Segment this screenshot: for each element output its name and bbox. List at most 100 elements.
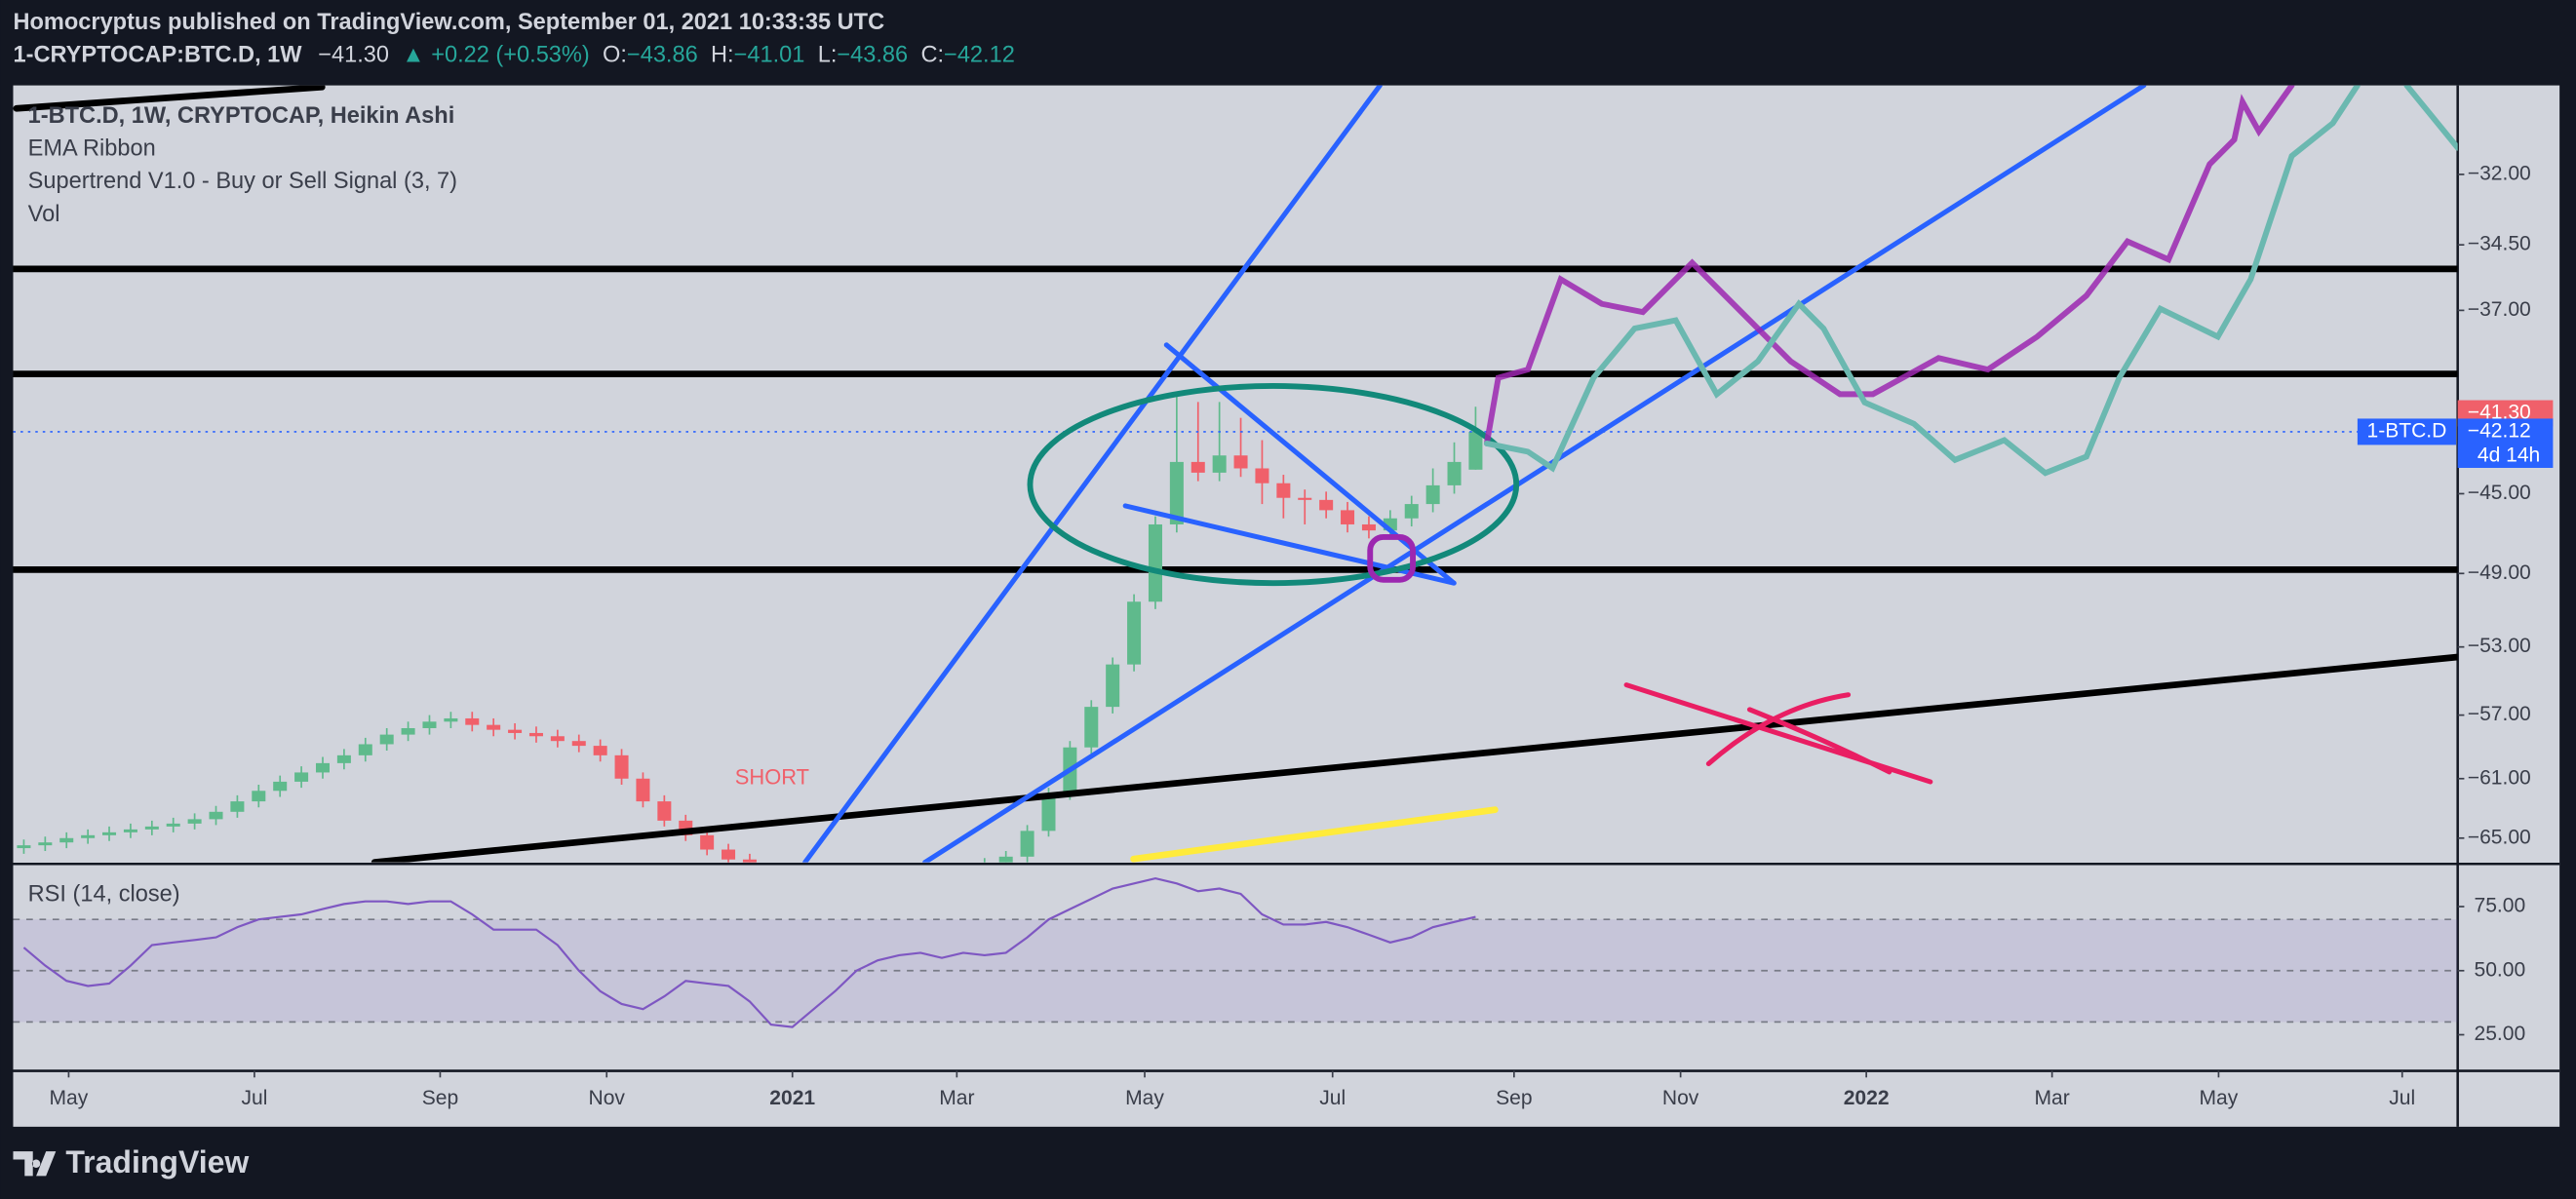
close-price-box xyxy=(2457,418,2554,468)
y-tick-label: −53.00 xyxy=(2468,635,2531,657)
candle-body xyxy=(1212,455,1227,473)
candle-body xyxy=(593,746,607,755)
candle-body xyxy=(1404,504,1419,519)
candle-body xyxy=(102,832,117,835)
candle-body xyxy=(17,845,31,849)
y-tick-label: −34.50 xyxy=(2468,233,2531,255)
y-tick-label: −37.00 xyxy=(2468,298,2531,321)
symbol-tag: 1-BTC.D xyxy=(2367,419,2447,442)
rsi-y-tick-label: 25.00 xyxy=(2475,1023,2526,1045)
candle-body xyxy=(1084,707,1099,748)
candle-body xyxy=(614,754,629,779)
candle-body xyxy=(401,727,415,735)
candle-body xyxy=(1468,431,1483,470)
candle-body xyxy=(1276,483,1291,498)
symbol-tag-box xyxy=(2357,418,2456,445)
candle-body xyxy=(1425,484,1440,505)
candle-body xyxy=(187,819,202,824)
legend-entry: Supertrend V1.0 - Buy or Sell Signal (3,… xyxy=(28,168,457,193)
candle-body xyxy=(209,811,223,820)
highlight xyxy=(1367,534,1417,583)
candle-body xyxy=(1233,455,1248,469)
candle-body xyxy=(422,721,437,728)
y-tick-label: −65.00 xyxy=(2468,826,2531,848)
candle-body xyxy=(1319,499,1334,511)
candle-body xyxy=(508,729,523,733)
publisher-line: Homocryptus published on TradingView.com… xyxy=(13,9,884,34)
candle-body xyxy=(294,772,309,782)
candle-body xyxy=(273,781,288,792)
y-tick-label: −57.00 xyxy=(2468,703,2531,725)
candle-body xyxy=(1255,468,1269,483)
last-price-label: −41.30 xyxy=(2468,402,2531,424)
x-tick-label: Jul xyxy=(241,1087,267,1109)
price-pane xyxy=(13,265,2458,863)
x-tick-label: Jul xyxy=(2389,1087,2415,1109)
trend-line xyxy=(371,653,2458,863)
y-tick-label: −45.00 xyxy=(2468,482,2531,504)
ohlc-label: O: xyxy=(603,42,627,67)
rsi-y-tick-label: 50.00 xyxy=(2475,958,2526,981)
candle-body xyxy=(59,837,74,843)
x-tick-label: May xyxy=(50,1087,89,1109)
candle-body xyxy=(571,741,586,747)
rsi-line xyxy=(22,876,1476,1028)
legend-entry: EMA Ribbon xyxy=(28,135,156,161)
candle-body xyxy=(1169,461,1184,524)
rsi-band xyxy=(13,919,2458,1023)
candle-body xyxy=(1127,601,1142,665)
signal-label: SHORT xyxy=(735,764,809,789)
ohlc-label: C: xyxy=(920,42,944,67)
drawings xyxy=(13,85,2458,863)
trend-line xyxy=(13,85,326,112)
ohlc-value: −41.01 xyxy=(734,42,805,67)
candle-body xyxy=(465,717,480,725)
candle-body xyxy=(1341,510,1355,524)
x-tick-label: Sep xyxy=(422,1087,458,1109)
candle-body xyxy=(998,856,1013,863)
rsi-y-tick-label: 75.00 xyxy=(2475,895,2526,917)
trend-line xyxy=(1130,806,1499,863)
candle-body xyxy=(722,849,736,860)
ohlc-label: H: xyxy=(711,42,734,67)
candle-body xyxy=(315,762,331,773)
candle-body xyxy=(1041,793,1056,832)
cross xyxy=(1623,682,1933,785)
candle-body xyxy=(166,823,180,827)
candle-body xyxy=(1190,461,1205,473)
brand: TradingView xyxy=(13,1144,249,1180)
symbol-line: 1-CRYPTOCAP:BTC.D, 1W −41.30 ▲ +0.22 (+0… xyxy=(13,42,1014,67)
candle-body xyxy=(230,801,245,812)
x-tick-label: May xyxy=(2200,1087,2239,1109)
brand-name: TradingView xyxy=(65,1144,249,1180)
y-tick-label: −49.00 xyxy=(2468,561,2531,584)
candle-body xyxy=(657,801,672,821)
candle-body xyxy=(700,834,715,850)
countdown: 4d 14h xyxy=(2478,445,2540,467)
candle-body xyxy=(1447,461,1462,485)
projection-path xyxy=(1483,85,2295,446)
chart-area xyxy=(13,85,2560,1127)
candle-body xyxy=(336,754,351,763)
trend-line xyxy=(802,85,1383,863)
x-tick-label: Jul xyxy=(1319,1087,1346,1109)
ellipse xyxy=(1027,383,1520,587)
candle-body xyxy=(144,826,159,830)
x-tick-label: Mar xyxy=(2035,1087,2070,1109)
ohlc-value: −42.12 xyxy=(944,42,1015,67)
x-tick-label: 2022 xyxy=(1844,1087,1890,1109)
candle-body xyxy=(81,834,96,838)
ohlc-value: −43.86 xyxy=(837,42,908,67)
x-tick-label: Nov xyxy=(1662,1087,1699,1109)
ohlc-value: −43.86 xyxy=(627,42,698,67)
candle-body xyxy=(1148,523,1162,602)
candle-body xyxy=(358,744,372,755)
candle-body xyxy=(742,859,757,863)
candle-body xyxy=(1361,523,1376,531)
rsi-pane xyxy=(13,876,2458,1028)
y-tick-label: −32.00 xyxy=(2468,162,2531,184)
trend-line xyxy=(1163,342,1457,586)
close-price-label: −42.12 xyxy=(2468,419,2531,442)
x-tick-label: Mar xyxy=(939,1087,974,1109)
